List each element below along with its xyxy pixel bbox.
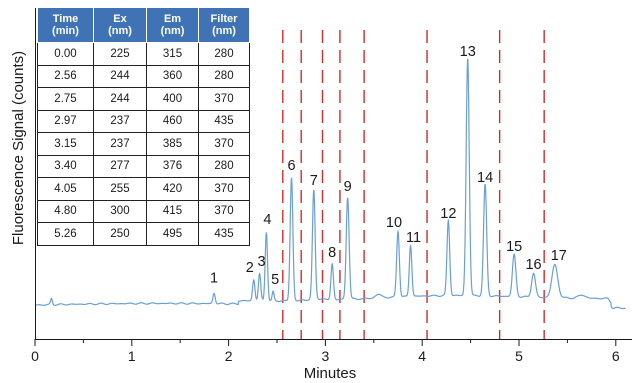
x-axis-title: Minutes: [304, 365, 357, 382]
table-cell: 495: [146, 222, 199, 246]
table-row: 3.40 277 376 280: [37, 154, 250, 178]
peak-label-11: 11: [406, 230, 421, 246]
table-cell: 300: [93, 199, 147, 223]
table-cell: 385: [146, 132, 199, 156]
peak-label-2: 2: [246, 260, 254, 276]
table-cell: 435: [198, 109, 250, 133]
peak-label-8: 8: [328, 245, 336, 261]
table-cell: 315: [146, 42, 199, 66]
table-cell: 370: [198, 132, 250, 156]
table-cell: 400: [146, 87, 199, 111]
table-cell: 420: [146, 177, 199, 201]
table-cell: 376: [146, 154, 199, 178]
table-row: 2.75 244 400 370: [37, 87, 250, 111]
table-row: 5.26 250 495 435: [37, 222, 250, 246]
table-row: 2.56 244 360 280: [37, 64, 250, 88]
table-cell: 280: [198, 42, 250, 66]
table-header-row: Time (min) Ex (nm) Em (nm) Filter (nm): [37, 7, 250, 43]
peak-label-17: 17: [551, 248, 567, 264]
peak-label-3: 3: [258, 254, 266, 270]
table-row: 4.80 300 415 370: [37, 199, 250, 223]
table-cell: 360: [146, 64, 199, 88]
table-cell: 4.05: [37, 177, 94, 201]
peak-label-4: 4: [263, 212, 271, 228]
x-tick-label: 0: [31, 348, 39, 364]
table-cell: 5.26: [37, 222, 94, 246]
peak-label-10: 10: [386, 215, 402, 231]
x-tick-label: 4: [418, 348, 426, 364]
peak-label-14: 14: [477, 170, 493, 186]
table-cell: 244: [93, 87, 147, 111]
table-row: 2.97 237 460 435: [37, 109, 250, 133]
peak-label-12: 12: [440, 206, 456, 222]
x-tick-label: 2: [225, 348, 233, 364]
peak-label-5: 5: [271, 272, 279, 288]
peak-label-16: 16: [525, 257, 541, 273]
detector-program-table: Time (min) Ex (nm) Em (nm) Filter (nm) 0.00 225 3…: [37, 7, 250, 246]
x-tick-label: 6: [612, 348, 620, 364]
peak-label-1: 1: [210, 271, 218, 287]
peak-label-6: 6: [287, 158, 295, 174]
table-cell: 370: [198, 177, 250, 201]
table-cell: 370: [198, 199, 250, 223]
table-cell: 2.97: [37, 109, 94, 133]
table-cell: 225: [93, 42, 147, 66]
peak-label-13: 13: [460, 44, 476, 60]
table-header-cell: Ex (nm): [93, 7, 147, 43]
x-tick-label: 3: [322, 348, 330, 364]
table-cell: 280: [198, 64, 250, 88]
table-cell: 3.40: [37, 154, 94, 178]
table-cell: 280: [198, 154, 250, 178]
table-header-cell: Time (min): [37, 7, 94, 43]
x-tick-label: 5: [515, 348, 523, 364]
table-cell: 237: [93, 132, 147, 156]
table-cell: 237: [93, 109, 147, 133]
table-cell: 370: [198, 87, 250, 111]
table-cell: 277: [93, 154, 147, 178]
peak-label-9: 9: [344, 179, 352, 195]
x-axis-ticks: 0 1 2 3 4 5 6: [31, 339, 620, 364]
chromatogram-trace: [35, 58, 626, 310]
table-cell: 435: [198, 222, 250, 246]
table-row: 0.00 225 315 280: [37, 42, 250, 66]
y-axis-title: Fluorescence Signal (counts): [10, 51, 27, 245]
table-cell: 2.75: [37, 87, 94, 111]
table-cell: 2.56: [37, 64, 94, 88]
table-row: 4.05 255 420 370: [37, 177, 250, 201]
table-cell: 0.00: [37, 42, 94, 66]
table-header-cell: Filter (nm): [198, 7, 250, 43]
table-cell: 255: [93, 177, 147, 201]
peak-label-15: 15: [506, 239, 522, 255]
table-row: 3.15 237 385 370: [37, 132, 250, 156]
table-header-cell: Em (nm): [146, 7, 199, 43]
table-cell: 4.80: [37, 199, 94, 223]
program-change-markers: [282, 30, 545, 339]
table-cell: 3.15: [37, 132, 94, 156]
table-cell: 415: [146, 199, 199, 223]
table-cell: 250: [93, 222, 147, 246]
table-cell: 244: [93, 64, 147, 88]
peak-label-7: 7: [310, 173, 318, 189]
x-tick-label: 1: [128, 348, 136, 364]
table-cell: 460: [146, 109, 199, 133]
